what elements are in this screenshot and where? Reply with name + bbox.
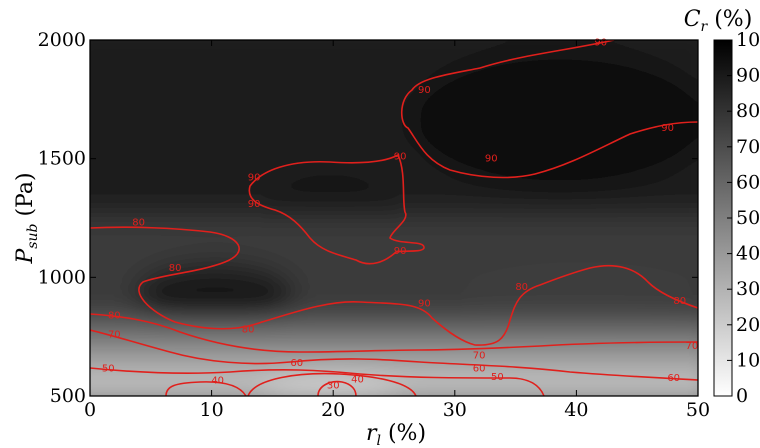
contour-label: 40 (351, 374, 364, 385)
contour-80-main (90, 226, 698, 346)
contour-label: 80 (515, 282, 528, 293)
contour-label: 30 (327, 380, 340, 391)
colorbar-tick-label: 20 (736, 314, 760, 336)
contour-label: 60 (290, 358, 303, 369)
contour-label: 90 (248, 199, 261, 210)
contour-label: 90 (594, 37, 607, 48)
contour-label: 90 (485, 154, 498, 165)
contour-label: 80 (673, 296, 686, 307)
contour-label: 80 (108, 310, 121, 321)
contour-label: 90 (394, 246, 407, 257)
contour-label: 60 (473, 364, 486, 375)
contour-lines (90, 40, 698, 396)
y-tick-label: 500 (50, 385, 86, 407)
contour-label: 90 (418, 298, 431, 309)
colorbar-tick-label: 0 (736, 385, 748, 407)
x-axis: 0 10 20 30 40 50 (84, 40, 710, 421)
contour-90-upper (400, 40, 698, 179)
colorbar-tick-label: 40 (736, 243, 760, 265)
contour-label: 80 (169, 263, 182, 274)
contour-30 (317, 380, 357, 396)
x-tick-label: 20 (321, 399, 345, 421)
colorbar-tick-label: 30 (736, 278, 760, 300)
colorbar-tick-label: 50 (736, 207, 760, 229)
contour-90-island (248, 153, 425, 265)
contour-label: 50 (491, 372, 504, 383)
contour-label-layer: 90 90 90 90 90 90 90 90 90 80 80 80 80 80 80 70 70 70 60 60… (102, 37, 699, 391)
y-axis-title: Psub (Pa) (13, 172, 41, 264)
contour-50 (90, 367, 545, 396)
y-axis: 500 1000 1500 2000 (38, 29, 698, 407)
x-tick-label: 10 (200, 399, 224, 421)
contour-40-left (165, 381, 247, 396)
plot-frame (89, 39, 699, 397)
contour-70 (90, 313, 698, 353)
y-tick-label: 1500 (38, 148, 86, 170)
contour-label: 90 (418, 85, 431, 96)
y-tick-label: 1000 (38, 266, 86, 288)
contour-label: 90 (661, 123, 674, 134)
contour-label: 70 (473, 351, 486, 362)
x-tick-label: 40 (564, 399, 588, 421)
colorbar-ticks: 0 10 20 30 40 50 60 70 80 90 100 (727, 29, 760, 407)
y-tick-label: 2000 (38, 29, 86, 51)
contour-label: 70 (108, 329, 121, 340)
contour-40-mid (247, 372, 417, 396)
colorbar-tick-label: 60 (736, 171, 760, 193)
x-tick-label: 0 (84, 399, 96, 421)
colorbar-tick-label: 70 (736, 136, 760, 158)
colorbar-title: Cr (%) (684, 7, 753, 35)
x-tick-label: 50 (686, 399, 710, 421)
contour-label: 60 (667, 373, 680, 384)
x-tick-label: 30 (443, 399, 467, 421)
contour-label: 50 (102, 364, 115, 375)
contour-label: 80 (132, 218, 145, 229)
colorbar-tick-label: 100 (736, 29, 760, 51)
heatmap-field (90, 40, 698, 396)
colorbar-tick-label: 80 (736, 100, 760, 122)
contour-label: 90 (248, 173, 261, 184)
contour-label: 80 (242, 325, 255, 336)
contour-label: 70 (686, 341, 699, 352)
colorbar-tick-label: 10 (736, 349, 760, 371)
contour-label: 40 (211, 376, 224, 387)
contour-60 (90, 329, 698, 381)
contour-label: 90 (394, 151, 407, 162)
colorbar-tick-label: 90 (736, 65, 760, 87)
x-axis-title: rl (%) (366, 421, 426, 448)
heatmap-shading (90, 40, 698, 396)
